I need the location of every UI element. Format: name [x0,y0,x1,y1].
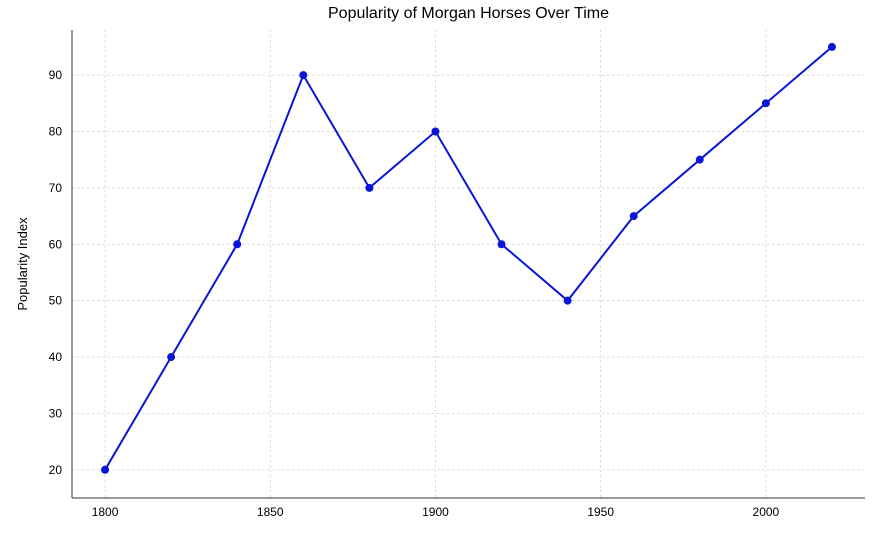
x-tick-label: 1900 [422,505,449,519]
data-point [498,240,506,248]
y-axis-label: Popularity Index [15,217,30,311]
data-point [630,212,638,220]
data-point [365,184,373,192]
data-point [828,43,836,51]
data-point [101,466,109,474]
x-tick-label: 1800 [92,505,119,519]
y-tick-label: 90 [49,68,63,82]
data-point [299,71,307,79]
y-tick-label: 50 [49,294,63,308]
line-chart: 1800 1850 1900 1950 2000 20 30 40 50 60 70 80 90 Popu… [0,0,881,541]
data-point [696,156,704,164]
data-point [431,127,439,135]
chart-background [0,0,881,541]
y-tick-label: 70 [49,181,63,195]
y-tick-label: 60 [49,237,63,251]
data-point [564,297,572,305]
chart-svg: 1800 1850 1900 1950 2000 20 30 40 50 60 70 80 90 Popu… [0,0,881,541]
x-tick-label: 2000 [753,505,780,519]
y-tick-label: 40 [49,350,63,364]
data-point [167,353,175,361]
chart-title: Popularity of Morgan Horses Over Time [328,5,609,22]
y-tick-label: 80 [49,124,63,138]
y-tick-label: 20 [49,463,63,477]
data-point [233,240,241,248]
data-point [762,99,770,107]
x-tick-label: 1850 [257,505,284,519]
x-tick-label: 1950 [587,505,614,519]
y-tick-label: 30 [49,406,63,420]
